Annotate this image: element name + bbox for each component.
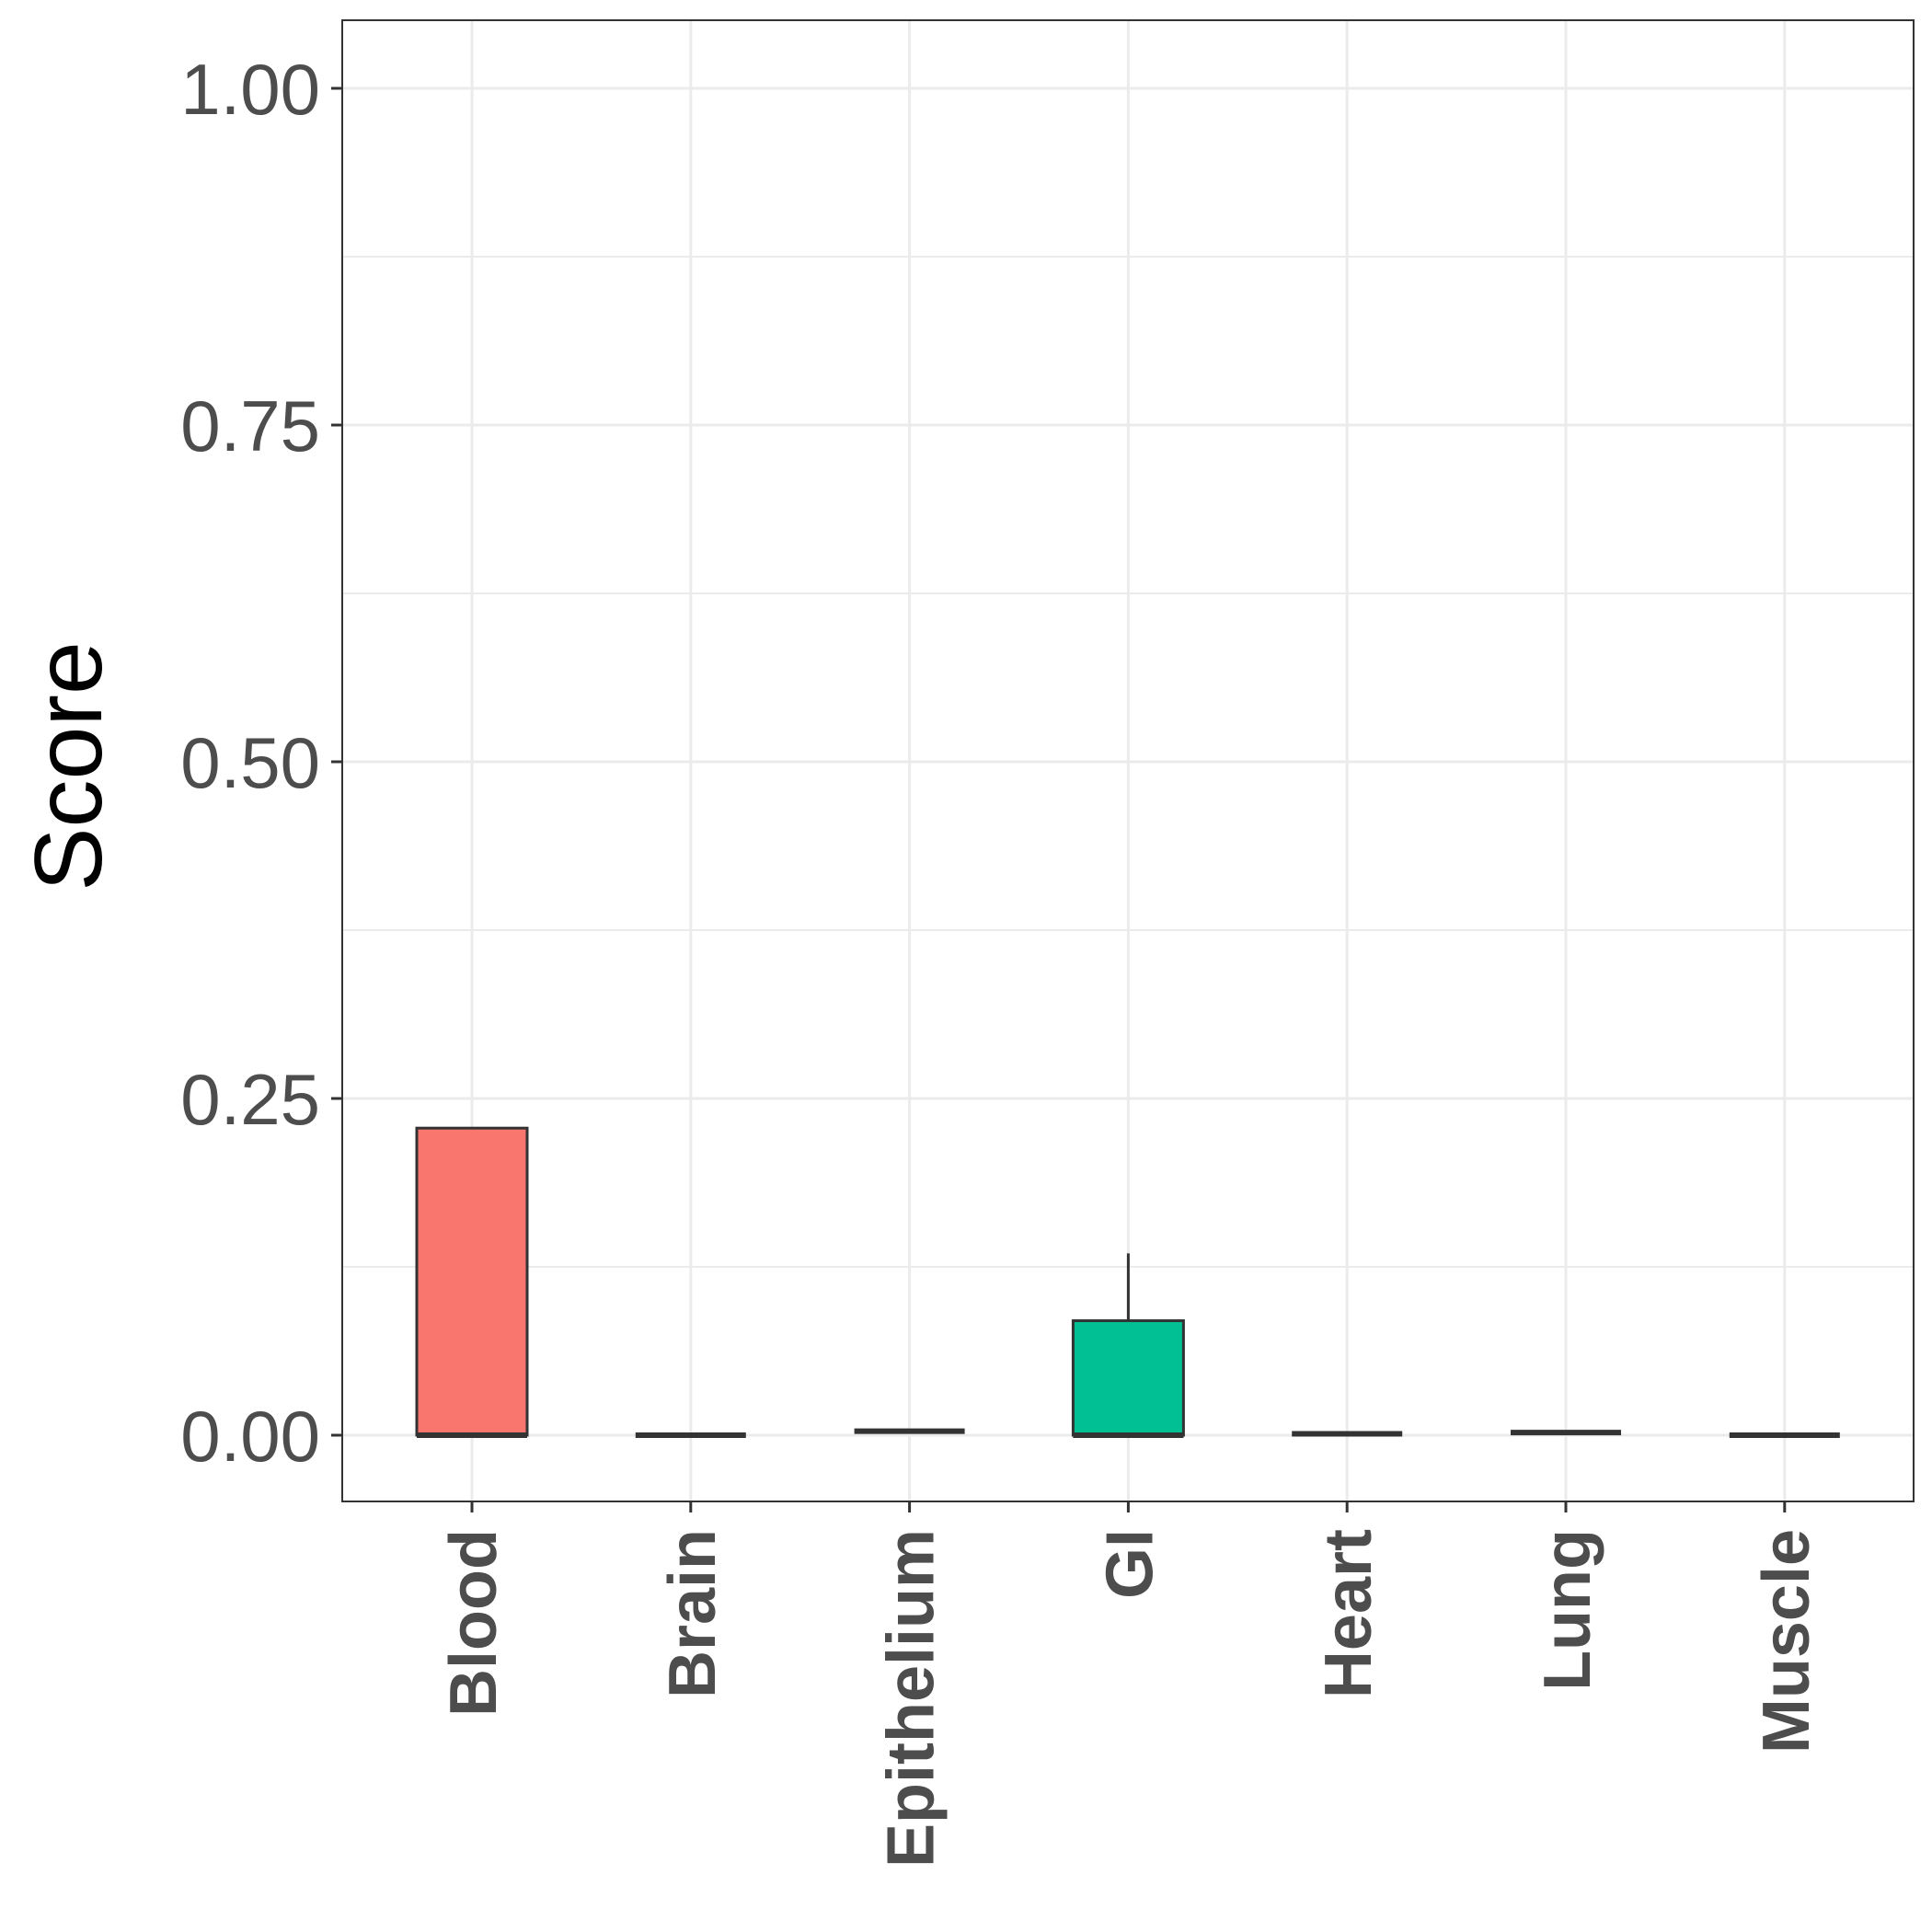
y-tick-label: 1.00 — [180, 49, 320, 130]
x-tick-label: Heart — [1312, 1529, 1386, 1698]
y-tick-label: 0.25 — [180, 1059, 320, 1140]
y-axis-label: Score — [16, 641, 122, 891]
x-tick-label: Blood — [437, 1529, 511, 1717]
box-blood — [415, 1126, 529, 1438]
x-tick-label: Epithelium — [875, 1529, 949, 1868]
box-body — [415, 1126, 529, 1437]
y-axis: 0.00 0.25 0.50 0.75 1.00 — [180, 49, 342, 1477]
box-gi — [1071, 1253, 1185, 1438]
y-tick-label: 0.75 — [180, 385, 320, 466]
x-axis: Blood Brain Epithelium GI Heart Lung Muscle — [437, 1501, 1823, 1868]
y-tick-label: 0.00 — [180, 1396, 320, 1477]
x-tick-label: GI — [1093, 1529, 1167, 1599]
x-tick-label: Brain — [656, 1529, 730, 1698]
x-tick-label: Lung — [1531, 1529, 1604, 1691]
y-tick-label: 0.50 — [180, 722, 320, 803]
box-series — [415, 1126, 1840, 1438]
box-body — [1071, 1319, 1185, 1437]
x-tick-label: Muscle — [1750, 1529, 1823, 1754]
